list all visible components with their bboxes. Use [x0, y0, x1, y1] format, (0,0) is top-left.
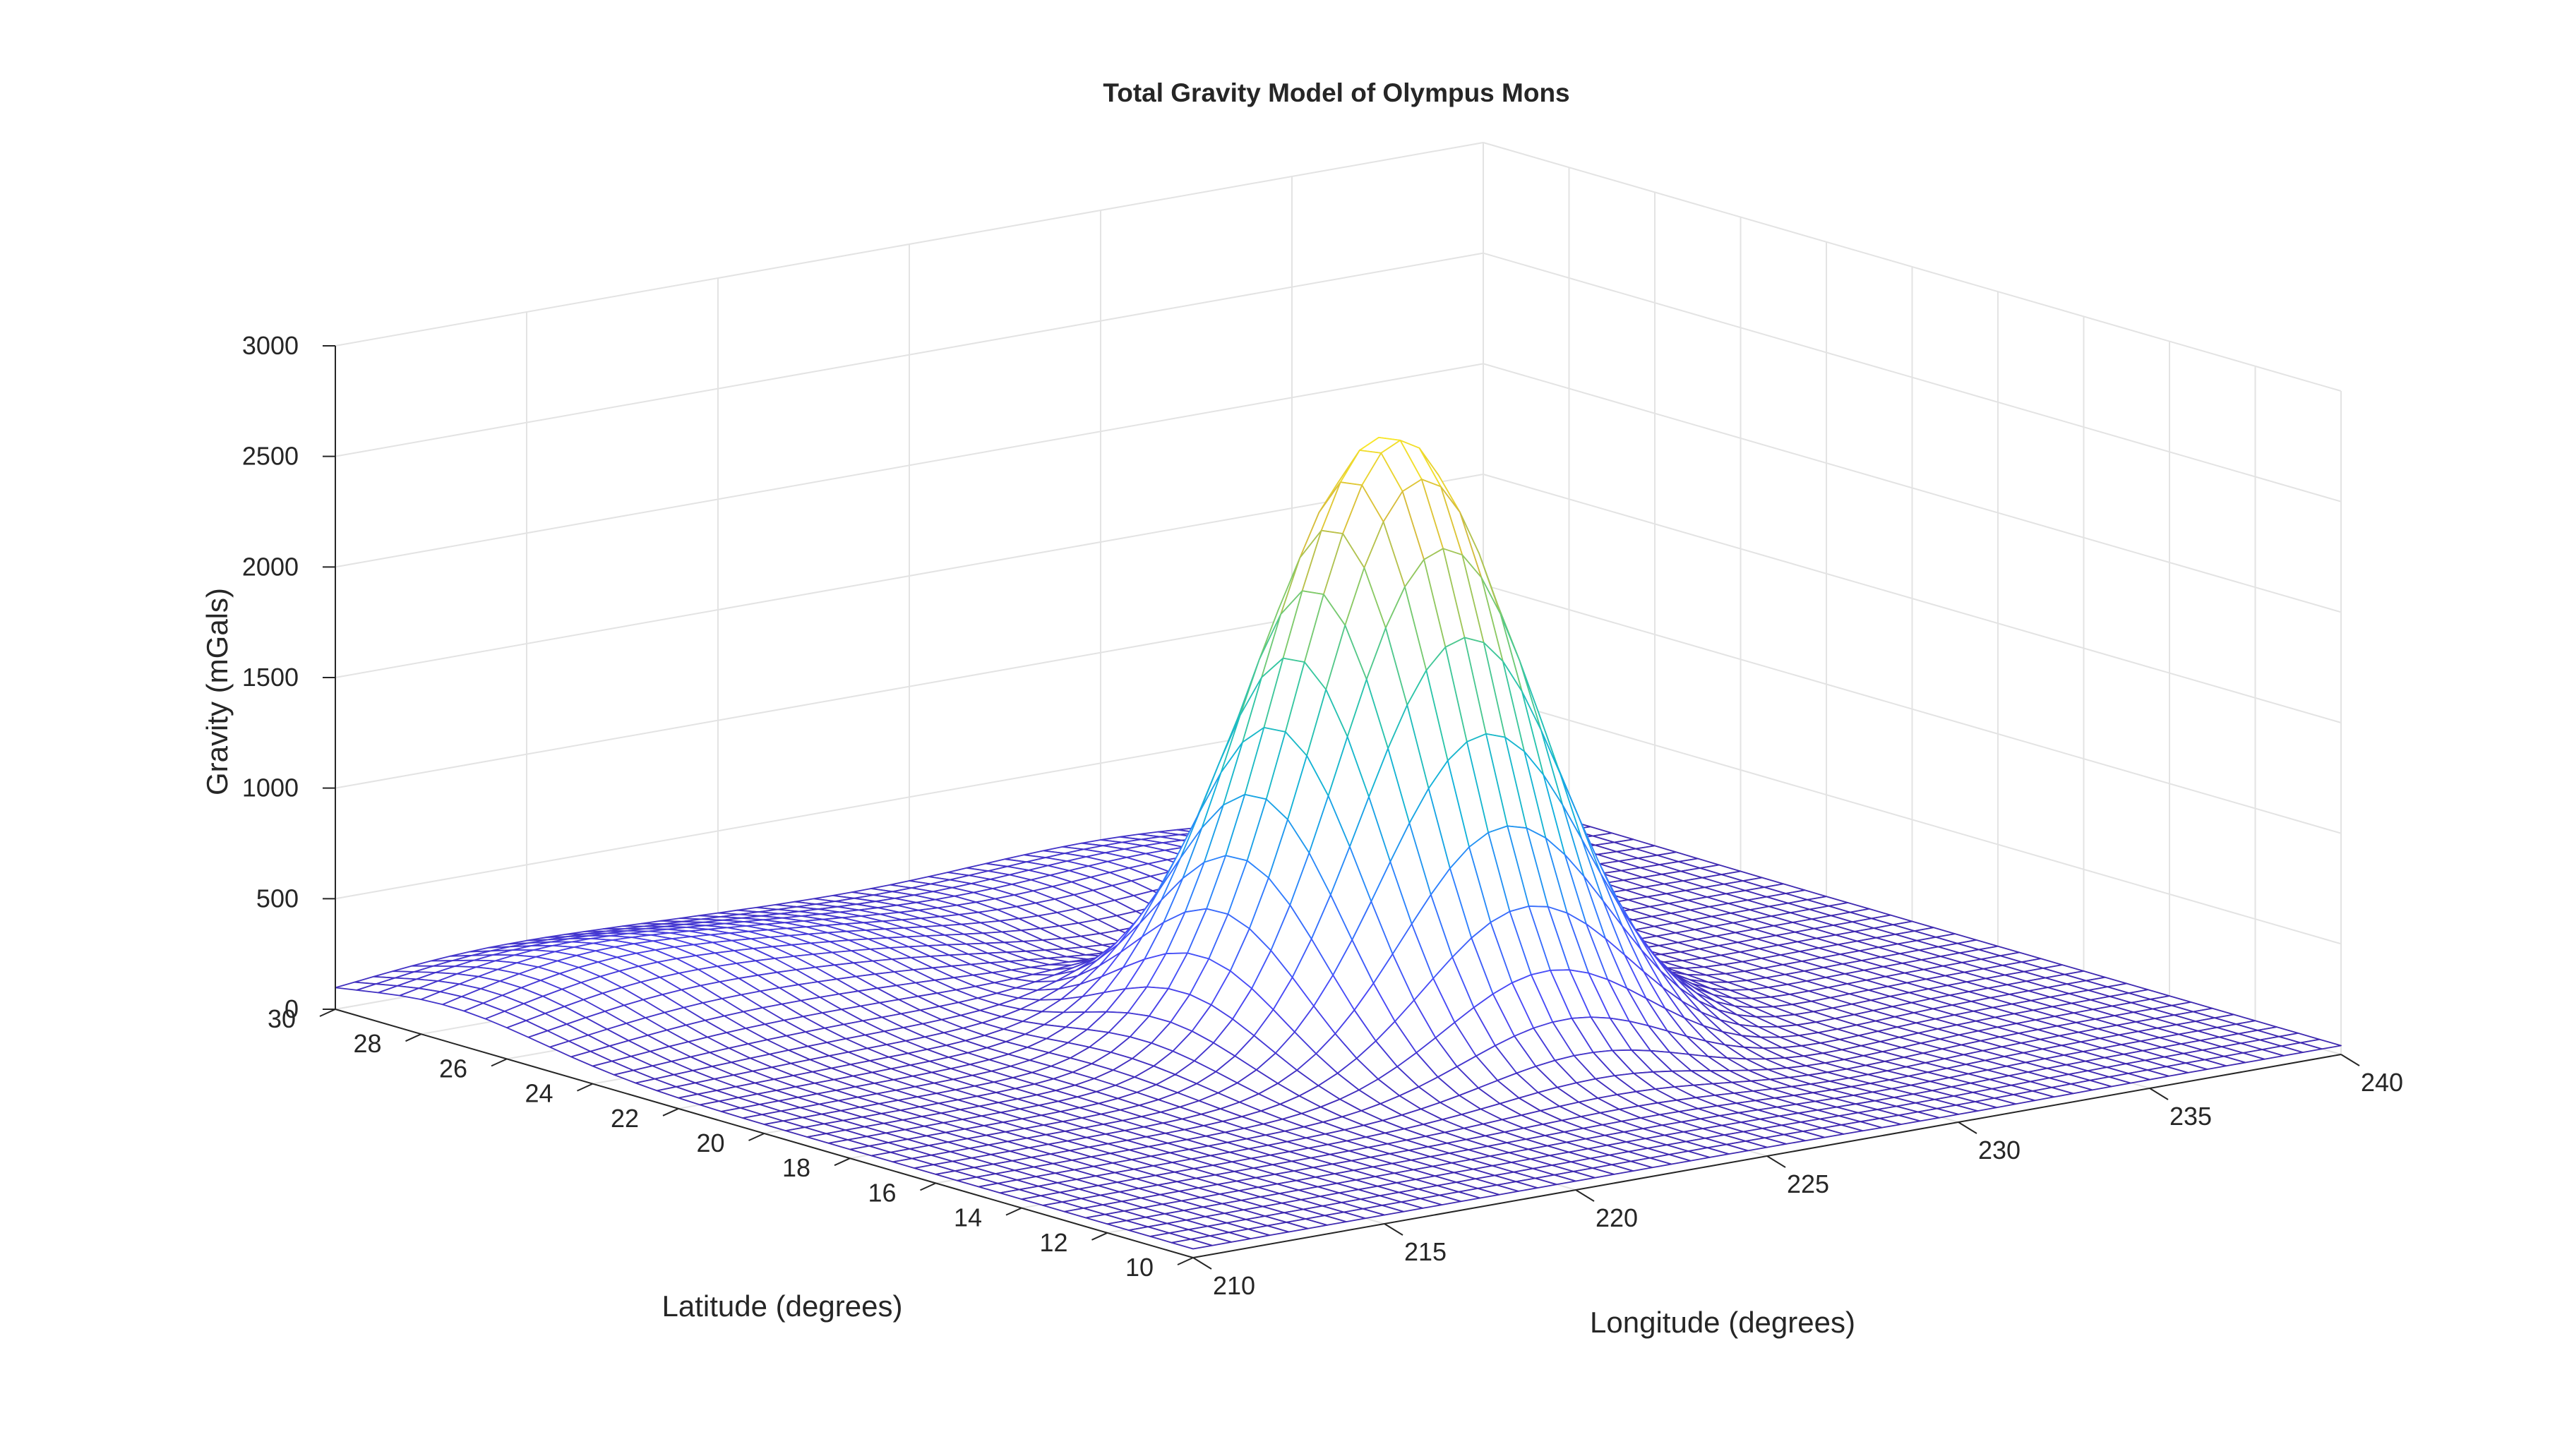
z-tick-label: 500: [256, 884, 299, 913]
y-tick-label: 20: [696, 1129, 724, 1157]
x-tick: [1766, 1155, 1786, 1168]
y-tick-label: 12: [1039, 1228, 1067, 1257]
y-tick: [834, 1157, 851, 1167]
x-tick: [2340, 1054, 2360, 1066]
z-tick-label: 2500: [242, 442, 299, 471]
x-tick-label: 210: [1213, 1271, 1255, 1300]
x-tick-label: 240: [2361, 1068, 2403, 1097]
surface-cell: [1171, 1239, 1213, 1250]
x-tick: [1958, 1121, 1977, 1134]
y-tick-label: 24: [525, 1079, 553, 1108]
z-tick-label: 3000: [242, 331, 299, 360]
z-tick-label: 0: [285, 994, 299, 1023]
y-tick: [662, 1107, 679, 1117]
x-tick: [2149, 1088, 2169, 1100]
x-tick: [1192, 1257, 1212, 1270]
y-tick: [748, 1133, 765, 1141]
y-tick: [1005, 1207, 1022, 1216]
x-tick-label: 220: [1596, 1203, 1638, 1232]
axes-frame: [319, 345, 2360, 1270]
y-tick: [920, 1182, 936, 1191]
x-tick-label: 215: [1404, 1237, 1447, 1266]
gravity-surface-mesh: [335, 437, 2342, 1250]
z-axis-label: Gravity (mGals): [200, 588, 234, 795]
y-axis-label: Latitude (degrees): [662, 1289, 903, 1323]
y-tick-label: 26: [439, 1054, 467, 1083]
x-tick-label: 225: [1787, 1169, 1829, 1198]
y-tick: [405, 1033, 421, 1042]
y-tick: [1177, 1257, 1194, 1265]
x-tick-label: 230: [1978, 1136, 2021, 1165]
y-tick-label: 14: [954, 1203, 982, 1232]
x-tick: [1575, 1189, 1595, 1202]
y-tick: [577, 1083, 593, 1092]
x-tick: [1384, 1223, 1403, 1236]
y-tick-label: 16: [868, 1178, 896, 1207]
y-tick: [491, 1058, 508, 1067]
y-tick: [1091, 1232, 1108, 1241]
y-tick-label: 18: [782, 1153, 810, 1182]
z-tick-label: 2000: [242, 552, 299, 581]
y-tick-label: 30: [268, 1004, 296, 1033]
chart-title: Total Gravity Model of Olympus Mons: [1103, 78, 1569, 107]
tick-labels: 0 500 1000 1500 2000 2500 3000 10 12 14 16 18 20 22 24…: [242, 331, 2403, 1300]
z-tick-label: 1000: [242, 774, 299, 802]
x-tick-label: 235: [2169, 1102, 2212, 1131]
y-tick-label: 22: [611, 1104, 639, 1133]
y-tick-label: 28: [353, 1029, 381, 1058]
y-tick: [319, 1009, 336, 1017]
y-tick-label: 10: [1125, 1253, 1154, 1282]
z-tick-label: 1500: [242, 663, 299, 692]
x-axis-label: Longitude (degrees): [1590, 1306, 1855, 1339]
